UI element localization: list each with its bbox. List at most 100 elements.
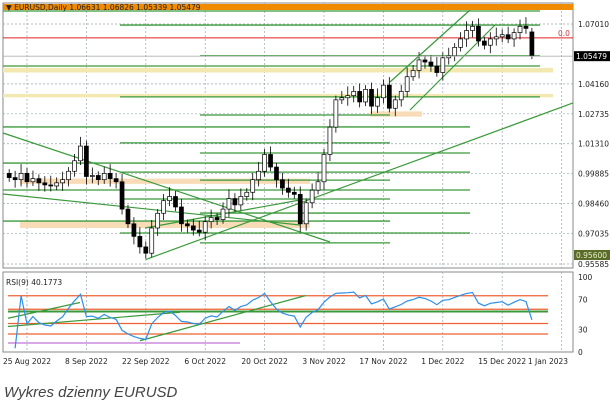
current-price-badge: [574, 51, 610, 62]
rsi-axis-label: 0: [578, 348, 583, 357]
candle-bullish: [321, 154, 327, 183]
candle-bearish: [95, 175, 101, 181]
candle-bullish: [220, 208, 226, 220]
price-axis-label: 0.95585: [578, 260, 609, 269]
candle-bearish: [190, 225, 196, 231]
candle-bearish: [529, 31, 535, 57]
candle-bullish: [470, 25, 475, 31]
candle-bullish: [30, 178, 36, 183]
candle-bullish: [256, 170, 262, 181]
candle-bearish: [428, 61, 434, 67]
candle-bullish: [416, 59, 422, 71]
candle-bearish: [173, 196, 178, 208]
x-tick-label: 3 Nov 2022: [302, 357, 345, 366]
price-zone: [370, 111, 422, 117]
candle-bullish: [18, 173, 24, 181]
candle-bullish: [333, 99, 339, 128]
candle-bearish: [107, 173, 113, 179]
candle-bearish: [185, 223, 190, 227]
price-axis-label: 0.99885: [578, 170, 609, 179]
price-zone: [20, 178, 310, 184]
x-tick-label: 1 Jan 2023: [528, 357, 568, 366]
candle-bearish: [523, 25, 529, 29]
chart-caption: Wykres dzienny EURUSD: [4, 384, 178, 401]
price-axis-label: 0.98460: [578, 200, 609, 209]
fibo-level-label: 0.0: [558, 29, 570, 38]
candle-bearish: [48, 184, 54, 187]
candle-bullish: [202, 221, 208, 233]
candle-bullish: [363, 88, 368, 103]
candle-bullish: [89, 175, 95, 177]
x-tick-label: 25 Aug 2022: [3, 357, 51, 366]
candle-bullish: [398, 91, 404, 101]
x-tick-label: 8 Sep 2022: [65, 357, 108, 366]
candle-bullish: [458, 38, 463, 48]
candle-bearish: [422, 59, 428, 63]
candle-bullish: [303, 202, 309, 225]
price-axis-label: 1.02735: [578, 110, 609, 119]
rsi-trend-line: [7, 311, 181, 328]
candle-bearish: [137, 236, 143, 248]
candle-bullish: [262, 154, 267, 172]
eurusd-chart: 25 Aug 2022 8 Sep 2022 22 Sep 2022 6 Oct 20…: [2, 2, 610, 366]
candle-bullish: [244, 191, 250, 197]
candle-bullish: [345, 95, 351, 99]
candle-bearish: [214, 217, 220, 220]
price-zone: [3, 93, 553, 98]
candle-bullish: [155, 212, 161, 229]
candle-bullish: [327, 126, 333, 155]
candle-bullish: [493, 36, 499, 40]
candle-bearish: [125, 208, 131, 225]
candle-bullish: [167, 196, 172, 202]
price-axis-label: 0.97035: [578, 230, 609, 239]
candle-bearish: [42, 182, 48, 186]
candle-bullish: [208, 217, 214, 223]
candle-bullish: [404, 76, 410, 92]
candle-bullish: [60, 179, 65, 184]
candle-bullish: [499, 34, 505, 38]
candle-bullish: [339, 97, 345, 101]
candle-bullish: [464, 30, 469, 40]
candle-bearish: [119, 181, 125, 210]
candle-bullish: [309, 189, 315, 204]
candle-bullish: [54, 182, 60, 187]
x-tick-label: 6 Oct 2022: [184, 357, 226, 366]
candle-bullish: [72, 160, 77, 172]
candle-bullish: [66, 170, 71, 181]
trend-line: [389, 9, 471, 83]
candle-bullish: [511, 32, 517, 40]
level-price-badge: [574, 250, 610, 260]
candle-bearish: [274, 166, 279, 181]
x-tick-label: 22 Sep 2022: [122, 357, 170, 366]
level-price-label: 0.95600: [576, 251, 607, 260]
candle-bearish: [268, 154, 273, 168]
price-axis-label: 1.01310: [578, 140, 609, 149]
candle-bullish: [351, 91, 357, 96]
candle-bearish: [179, 206, 184, 225]
rsi-axis-label: 70: [578, 296, 588, 305]
candle-bullish: [78, 145, 83, 162]
candle-bullish: [517, 25, 523, 33]
candle-bearish: [369, 88, 374, 107]
candle-bullish: [381, 84, 386, 99]
candle-bearish: [357, 91, 362, 103]
candle-bearish: [24, 173, 30, 183]
price-zone: [3, 67, 553, 73]
candle-bullish: [250, 179, 256, 193]
candle-bearish: [297, 194, 303, 225]
candle-bearish: [113, 178, 119, 183]
candle-bullish: [410, 70, 416, 78]
rsi-axis-label: 30: [578, 326, 588, 335]
candle-bullish: [161, 200, 166, 214]
candle-bearish: [505, 34, 511, 40]
candle-bearish: [143, 246, 149, 254]
rsi-label: RSI(9) 40.1773: [6, 278, 62, 287]
candle-bearish: [476, 25, 481, 42]
x-tick-label: 15 Dec 2022: [478, 357, 526, 366]
rsi-axis-label: 100: [578, 273, 593, 282]
candle-bearish: [434, 65, 440, 73]
candle-bullish: [392, 99, 398, 109]
candle-bearish: [84, 145, 89, 177]
candle-bullish: [487, 38, 493, 46]
trend-line: [2, 132, 331, 243]
